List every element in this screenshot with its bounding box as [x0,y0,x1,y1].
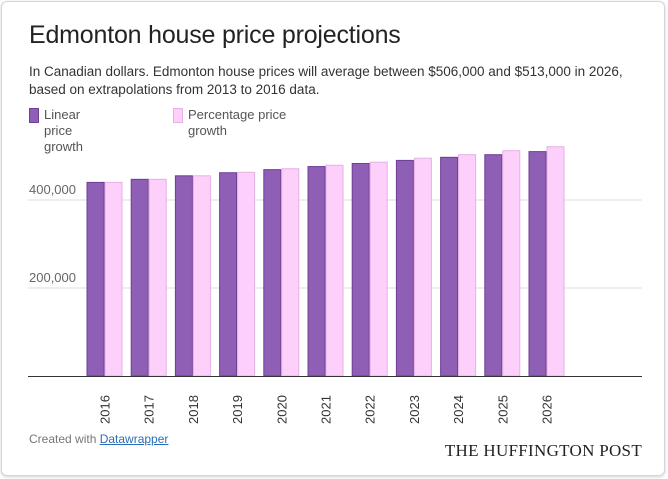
bar-linear-2024 [440,156,459,377]
x-tick-label: 2022 [363,395,378,424]
publisher-logo: THE HUFFINGTON POST [444,441,642,460]
bar-percentage-2017 [148,178,167,377]
credit-prefix: Created with [29,432,100,446]
x-tick-label: 2026 [540,395,555,424]
bar-linear-2022 [351,162,370,377]
bar-percentage-2024 [458,154,477,377]
bar-percentage-2019 [237,171,256,377]
x-tick-label: 2025 [495,395,510,424]
bar-linear-2026 [528,151,547,377]
bar-percentage-2026 [546,146,565,377]
bar-linear-2016 [86,181,105,377]
x-tick-label: 2021 [319,395,334,424]
legend-swatch-percentage [173,108,183,123]
bar-linear-2025 [484,154,503,377]
bar-linear-2023 [395,159,414,377]
bar-linear-2019 [219,172,238,377]
bar-linear-2017 [130,178,149,377]
bar-percentage-2018 [192,175,211,377]
x-tick-label: 2023 [407,395,422,424]
bar-linear-2018 [174,175,193,377]
legend-label-linear: Linear price growth [44,107,84,154]
credit-line: Created with Datawrapper [29,432,168,446]
x-tick-label: 2024 [451,395,466,424]
bar-percentage-2023 [413,157,432,377]
bar-chart: 200,000 400,000 2016 2017 2018 2019 2020 2021 20… [28,146,642,424]
bar-linear-2020 [263,169,282,377]
datawrapper-link[interactable]: Datawrapper [99,432,169,446]
chart-subtitle: In Canadian dollars. Edmonton house pric… [29,64,623,97]
x-tick-label: 2016 [98,395,113,424]
bar-percentage-2021 [325,164,344,377]
bar-linear-2021 [307,166,326,377]
x-tick-label: 2017 [142,395,157,424]
x-tick-label: 2020 [274,395,289,424]
x-tick-label: 2019 [230,395,245,424]
y-tick-label: 400,000 [29,182,76,197]
bar-percentage-2016 [104,181,123,377]
bar-percentage-2020 [281,168,300,377]
y-tick-label: 200,000 [29,270,76,285]
legend-swatch-linear [29,108,39,123]
x-tick-label: 2018 [186,395,201,424]
legend-label-percentage: Percentage price growth [188,107,287,138]
bar-percentage-2022 [369,161,388,377]
bar-percentage-2025 [502,150,521,377]
chart-title: Edmonton house price projections [29,21,401,49]
